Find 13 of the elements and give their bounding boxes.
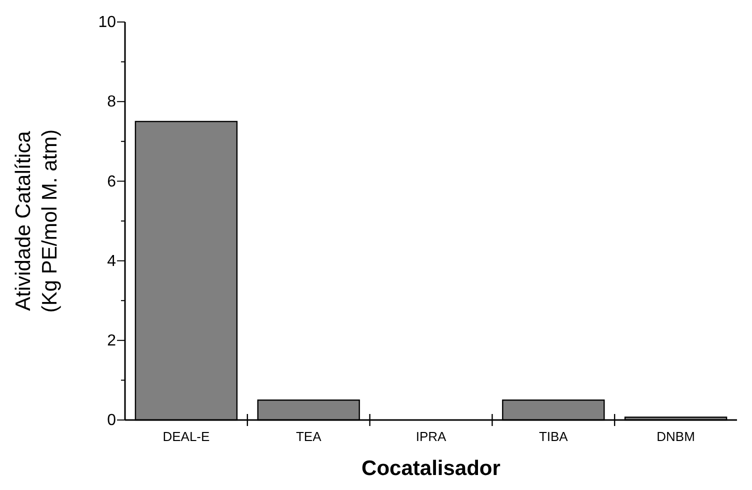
y-tick-label: 6 bbox=[107, 173, 116, 190]
x-tick-label: DEAL-E bbox=[162, 429, 210, 444]
x-axis-title: Cocatalisador bbox=[362, 457, 500, 480]
y-tick-label: 8 bbox=[107, 94, 116, 111]
y-tick-label: 0 bbox=[107, 412, 116, 430]
x-tick-label: TIBA bbox=[538, 429, 568, 444]
x-tick-label: IPRA bbox=[416, 429, 446, 444]
x-tick-label: TEA bbox=[296, 429, 322, 444]
y-tick-label: 2 bbox=[107, 332, 116, 350]
y-tick-label: 4 bbox=[107, 252, 116, 270]
y-axis-title: Atividade Catalítica (Kg PE/mol M. atm) bbox=[12, 129, 62, 313]
y-tick-label: 10 bbox=[98, 14, 116, 32]
x-tick-label: DNBM bbox=[656, 429, 695, 444]
